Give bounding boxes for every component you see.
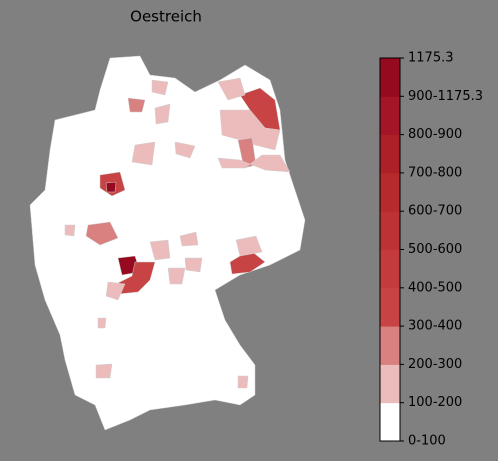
colorbar-label: 1175.3 xyxy=(408,51,454,66)
colorbar-label: 200-300 xyxy=(408,357,462,372)
colorbar-segment xyxy=(380,402,400,442)
germany-map xyxy=(29,55,306,431)
region xyxy=(179,231,199,247)
region xyxy=(131,141,156,166)
colorbar-segment xyxy=(380,172,400,212)
colorbar-segment xyxy=(380,211,400,250)
region xyxy=(105,181,117,193)
colorbar-label: 0-100 xyxy=(408,434,446,449)
region xyxy=(105,281,126,301)
region xyxy=(154,103,171,125)
region xyxy=(127,97,146,113)
region xyxy=(95,363,113,379)
region xyxy=(115,261,156,295)
colorbar-segment xyxy=(380,287,400,327)
colorbar: 0-100 100-200 200-300 300-400 400-500 500-600… xyxy=(379,51,483,449)
region xyxy=(151,79,169,96)
region xyxy=(235,235,263,257)
region xyxy=(184,257,203,273)
region xyxy=(217,77,246,101)
colorbar-segment xyxy=(380,134,400,174)
colorbar-segment xyxy=(380,249,400,289)
colorbar-label: 600-700 xyxy=(408,204,462,219)
colorbar-segment xyxy=(380,96,400,136)
colorbar-label: 700-800 xyxy=(408,165,462,180)
region xyxy=(85,221,119,246)
region xyxy=(174,141,196,159)
region xyxy=(217,154,291,173)
region xyxy=(149,239,171,261)
map-title: Oestreich xyxy=(130,8,202,26)
colorbar-label: 300-400 xyxy=(408,319,462,334)
colorbar-segment xyxy=(380,58,400,97)
region xyxy=(64,224,76,237)
region xyxy=(97,317,107,329)
colorbar-label: 800-900 xyxy=(408,127,462,142)
region xyxy=(167,267,186,285)
colorbar-label: 100-200 xyxy=(408,395,462,410)
colorbar-label: 900-1175.3 xyxy=(408,89,483,104)
colorbar-segment xyxy=(380,326,400,365)
region xyxy=(237,375,249,389)
colorbar-label: 500-600 xyxy=(408,242,462,257)
colorbar-segment xyxy=(380,364,400,404)
colorbar-label: 400-500 xyxy=(408,280,462,295)
region xyxy=(219,109,281,151)
